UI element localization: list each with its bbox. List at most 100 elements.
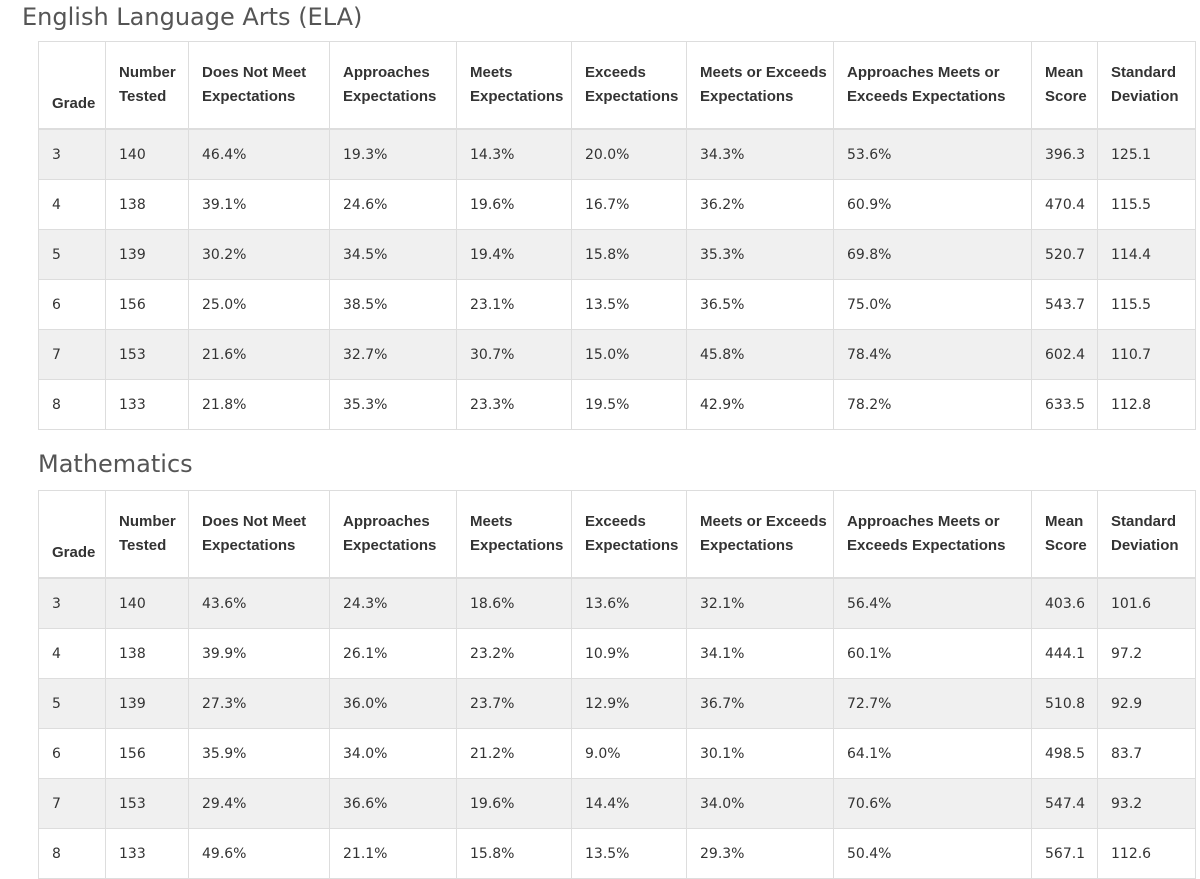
cell-grade: 3 bbox=[38, 128, 106, 180]
table-row: 5 139 30.2% 34.5% 19.4% 15.8% 35.3% 69.8% 520.7 1… bbox=[38, 229, 1196, 280]
cell-approaches-meets-exceeds: 75.0% bbox=[833, 279, 1032, 330]
column-header-std-dev: Standard Deviation bbox=[1097, 490, 1196, 579]
table-row: 3 140 46.4% 19.3% 14.3% 20.0% 34.3% 53.6% 396.3 1… bbox=[38, 128, 1196, 180]
cell-std-dev: 112.6 bbox=[1097, 828, 1196, 879]
cell-mean-score: 602.4 bbox=[1031, 329, 1098, 380]
cell-approaches-meets-exceeds: 56.4% bbox=[833, 577, 1032, 629]
cell-exceeds: 15.8% bbox=[571, 229, 687, 280]
cell-number-tested: 140 bbox=[105, 577, 189, 629]
cell-mean-score: 498.5 bbox=[1031, 728, 1098, 779]
column-header-approaches-meets-exceeds: Approaches Meets or Exceeds Expectations bbox=[833, 41, 1032, 130]
cell-std-dev: 101.6 bbox=[1097, 577, 1196, 629]
cell-meets-or-exceeds: 36.7% bbox=[686, 678, 834, 729]
table-row: 4 138 39.9% 26.1% 23.2% 10.9% 34.1% 60.1% 444.1 9… bbox=[38, 628, 1196, 679]
cell-exceeds: 10.9% bbox=[571, 628, 687, 679]
math-section-title: Mathematics bbox=[38, 450, 193, 478]
cell-meets: 19.6% bbox=[456, 179, 572, 230]
cell-number-tested: 156 bbox=[105, 279, 189, 330]
column-header-number-tested: Number Tested bbox=[105, 41, 189, 130]
cell-number-tested: 153 bbox=[105, 329, 189, 380]
cell-does-not-meet: 25.0% bbox=[188, 279, 330, 330]
cell-std-dev: 115.5 bbox=[1097, 179, 1196, 230]
ela-results-table: Grade Number Tested Does Not Meet Expect… bbox=[38, 41, 1196, 430]
cell-meets-or-exceeds: 34.1% bbox=[686, 628, 834, 679]
cell-grade: 3 bbox=[38, 577, 106, 629]
cell-exceeds: 14.4% bbox=[571, 778, 687, 829]
cell-approaches: 38.5% bbox=[329, 279, 457, 330]
cell-grade: 8 bbox=[38, 379, 106, 430]
cell-does-not-meet: 21.8% bbox=[188, 379, 330, 430]
cell-grade: 5 bbox=[38, 678, 106, 729]
cell-exceeds: 16.7% bbox=[571, 179, 687, 230]
ela-section-title: English Language Arts (ELA) bbox=[22, 3, 363, 31]
ela-table-body: 3 140 46.4% 19.3% 14.3% 20.0% 34.3% 53.6% 396.3 1… bbox=[38, 128, 1196, 430]
cell-meets-or-exceeds: 35.3% bbox=[686, 229, 834, 280]
cell-mean-score: 543.7 bbox=[1031, 279, 1098, 330]
column-header-does-not-meet: Does Not Meet Expectations bbox=[188, 490, 330, 579]
cell-number-tested: 133 bbox=[105, 828, 189, 879]
cell-approaches: 26.1% bbox=[329, 628, 457, 679]
cell-mean-score: 520.7 bbox=[1031, 229, 1098, 280]
cell-exceeds: 13.5% bbox=[571, 279, 687, 330]
cell-meets: 18.6% bbox=[456, 577, 572, 629]
cell-does-not-meet: 21.6% bbox=[188, 329, 330, 380]
cell-exceeds: 20.0% bbox=[571, 128, 687, 180]
cell-mean-score: 403.6 bbox=[1031, 577, 1098, 629]
cell-meets-or-exceeds: 34.0% bbox=[686, 778, 834, 829]
table-row: 7 153 29.4% 36.6% 19.6% 14.4% 34.0% 70.6% 547.4 9… bbox=[38, 778, 1196, 829]
cell-grade: 5 bbox=[38, 229, 106, 280]
column-header-meets-or-exceeds: Meets or Exceeds Expectations bbox=[686, 490, 834, 579]
cell-number-tested: 139 bbox=[105, 229, 189, 280]
column-header-approaches: Approaches Expectations bbox=[329, 41, 457, 130]
cell-mean-score: 510.8 bbox=[1031, 678, 1098, 729]
column-header-meets: Meets Expectations bbox=[456, 490, 572, 579]
cell-number-tested: 140 bbox=[105, 128, 189, 180]
cell-number-tested: 133 bbox=[105, 379, 189, 430]
cell-approaches: 35.3% bbox=[329, 379, 457, 430]
cell-approaches: 34.0% bbox=[329, 728, 457, 779]
cell-meets-or-exceeds: 29.3% bbox=[686, 828, 834, 879]
cell-approaches: 36.6% bbox=[329, 778, 457, 829]
cell-meets: 19.4% bbox=[456, 229, 572, 280]
cell-meets-or-exceeds: 36.2% bbox=[686, 179, 834, 230]
cell-grade: 7 bbox=[38, 778, 106, 829]
cell-meets: 19.6% bbox=[456, 778, 572, 829]
cell-approaches-meets-exceeds: 78.2% bbox=[833, 379, 1032, 430]
cell-grade: 6 bbox=[38, 279, 106, 330]
cell-meets-or-exceeds: 42.9% bbox=[686, 379, 834, 430]
cell-meets-or-exceeds: 32.1% bbox=[686, 577, 834, 629]
cell-mean-score: 396.3 bbox=[1031, 128, 1098, 180]
column-header-meets: Meets Expectations bbox=[456, 41, 572, 130]
column-header-grade: Grade bbox=[38, 490, 106, 579]
cell-grade: 4 bbox=[38, 628, 106, 679]
cell-meets: 14.3% bbox=[456, 128, 572, 180]
cell-number-tested: 153 bbox=[105, 778, 189, 829]
cell-number-tested: 139 bbox=[105, 678, 189, 729]
cell-approaches: 24.3% bbox=[329, 577, 457, 629]
table-row: 6 156 25.0% 38.5% 23.1% 13.5% 36.5% 75.0% 543.7 1… bbox=[38, 279, 1196, 330]
cell-approaches: 24.6% bbox=[329, 179, 457, 230]
cell-exceeds: 13.5% bbox=[571, 828, 687, 879]
cell-number-tested: 138 bbox=[105, 628, 189, 679]
cell-approaches: 19.3% bbox=[329, 128, 457, 180]
cell-does-not-meet: 39.1% bbox=[188, 179, 330, 230]
cell-approaches-meets-exceeds: 64.1% bbox=[833, 728, 1032, 779]
cell-number-tested: 156 bbox=[105, 728, 189, 779]
column-header-meets-or-exceeds: Meets or Exceeds Expectations bbox=[686, 41, 834, 130]
column-header-std-dev: Standard Deviation bbox=[1097, 41, 1196, 130]
cell-std-dev: 83.7 bbox=[1097, 728, 1196, 779]
cell-approaches-meets-exceeds: 72.7% bbox=[833, 678, 1032, 729]
cell-does-not-meet: 49.6% bbox=[188, 828, 330, 879]
cell-std-dev: 115.5 bbox=[1097, 279, 1196, 330]
cell-meets: 23.7% bbox=[456, 678, 572, 729]
cell-meets: 23.2% bbox=[456, 628, 572, 679]
cell-approaches-meets-exceeds: 69.8% bbox=[833, 229, 1032, 280]
cell-approaches: 36.0% bbox=[329, 678, 457, 729]
cell-does-not-meet: 29.4% bbox=[188, 778, 330, 829]
cell-number-tested: 138 bbox=[105, 179, 189, 230]
column-header-number-tested: Number Tested bbox=[105, 490, 189, 579]
cell-meets: 30.7% bbox=[456, 329, 572, 380]
cell-grade: 8 bbox=[38, 828, 106, 879]
cell-mean-score: 470.4 bbox=[1031, 179, 1098, 230]
cell-std-dev: 114.4 bbox=[1097, 229, 1196, 280]
